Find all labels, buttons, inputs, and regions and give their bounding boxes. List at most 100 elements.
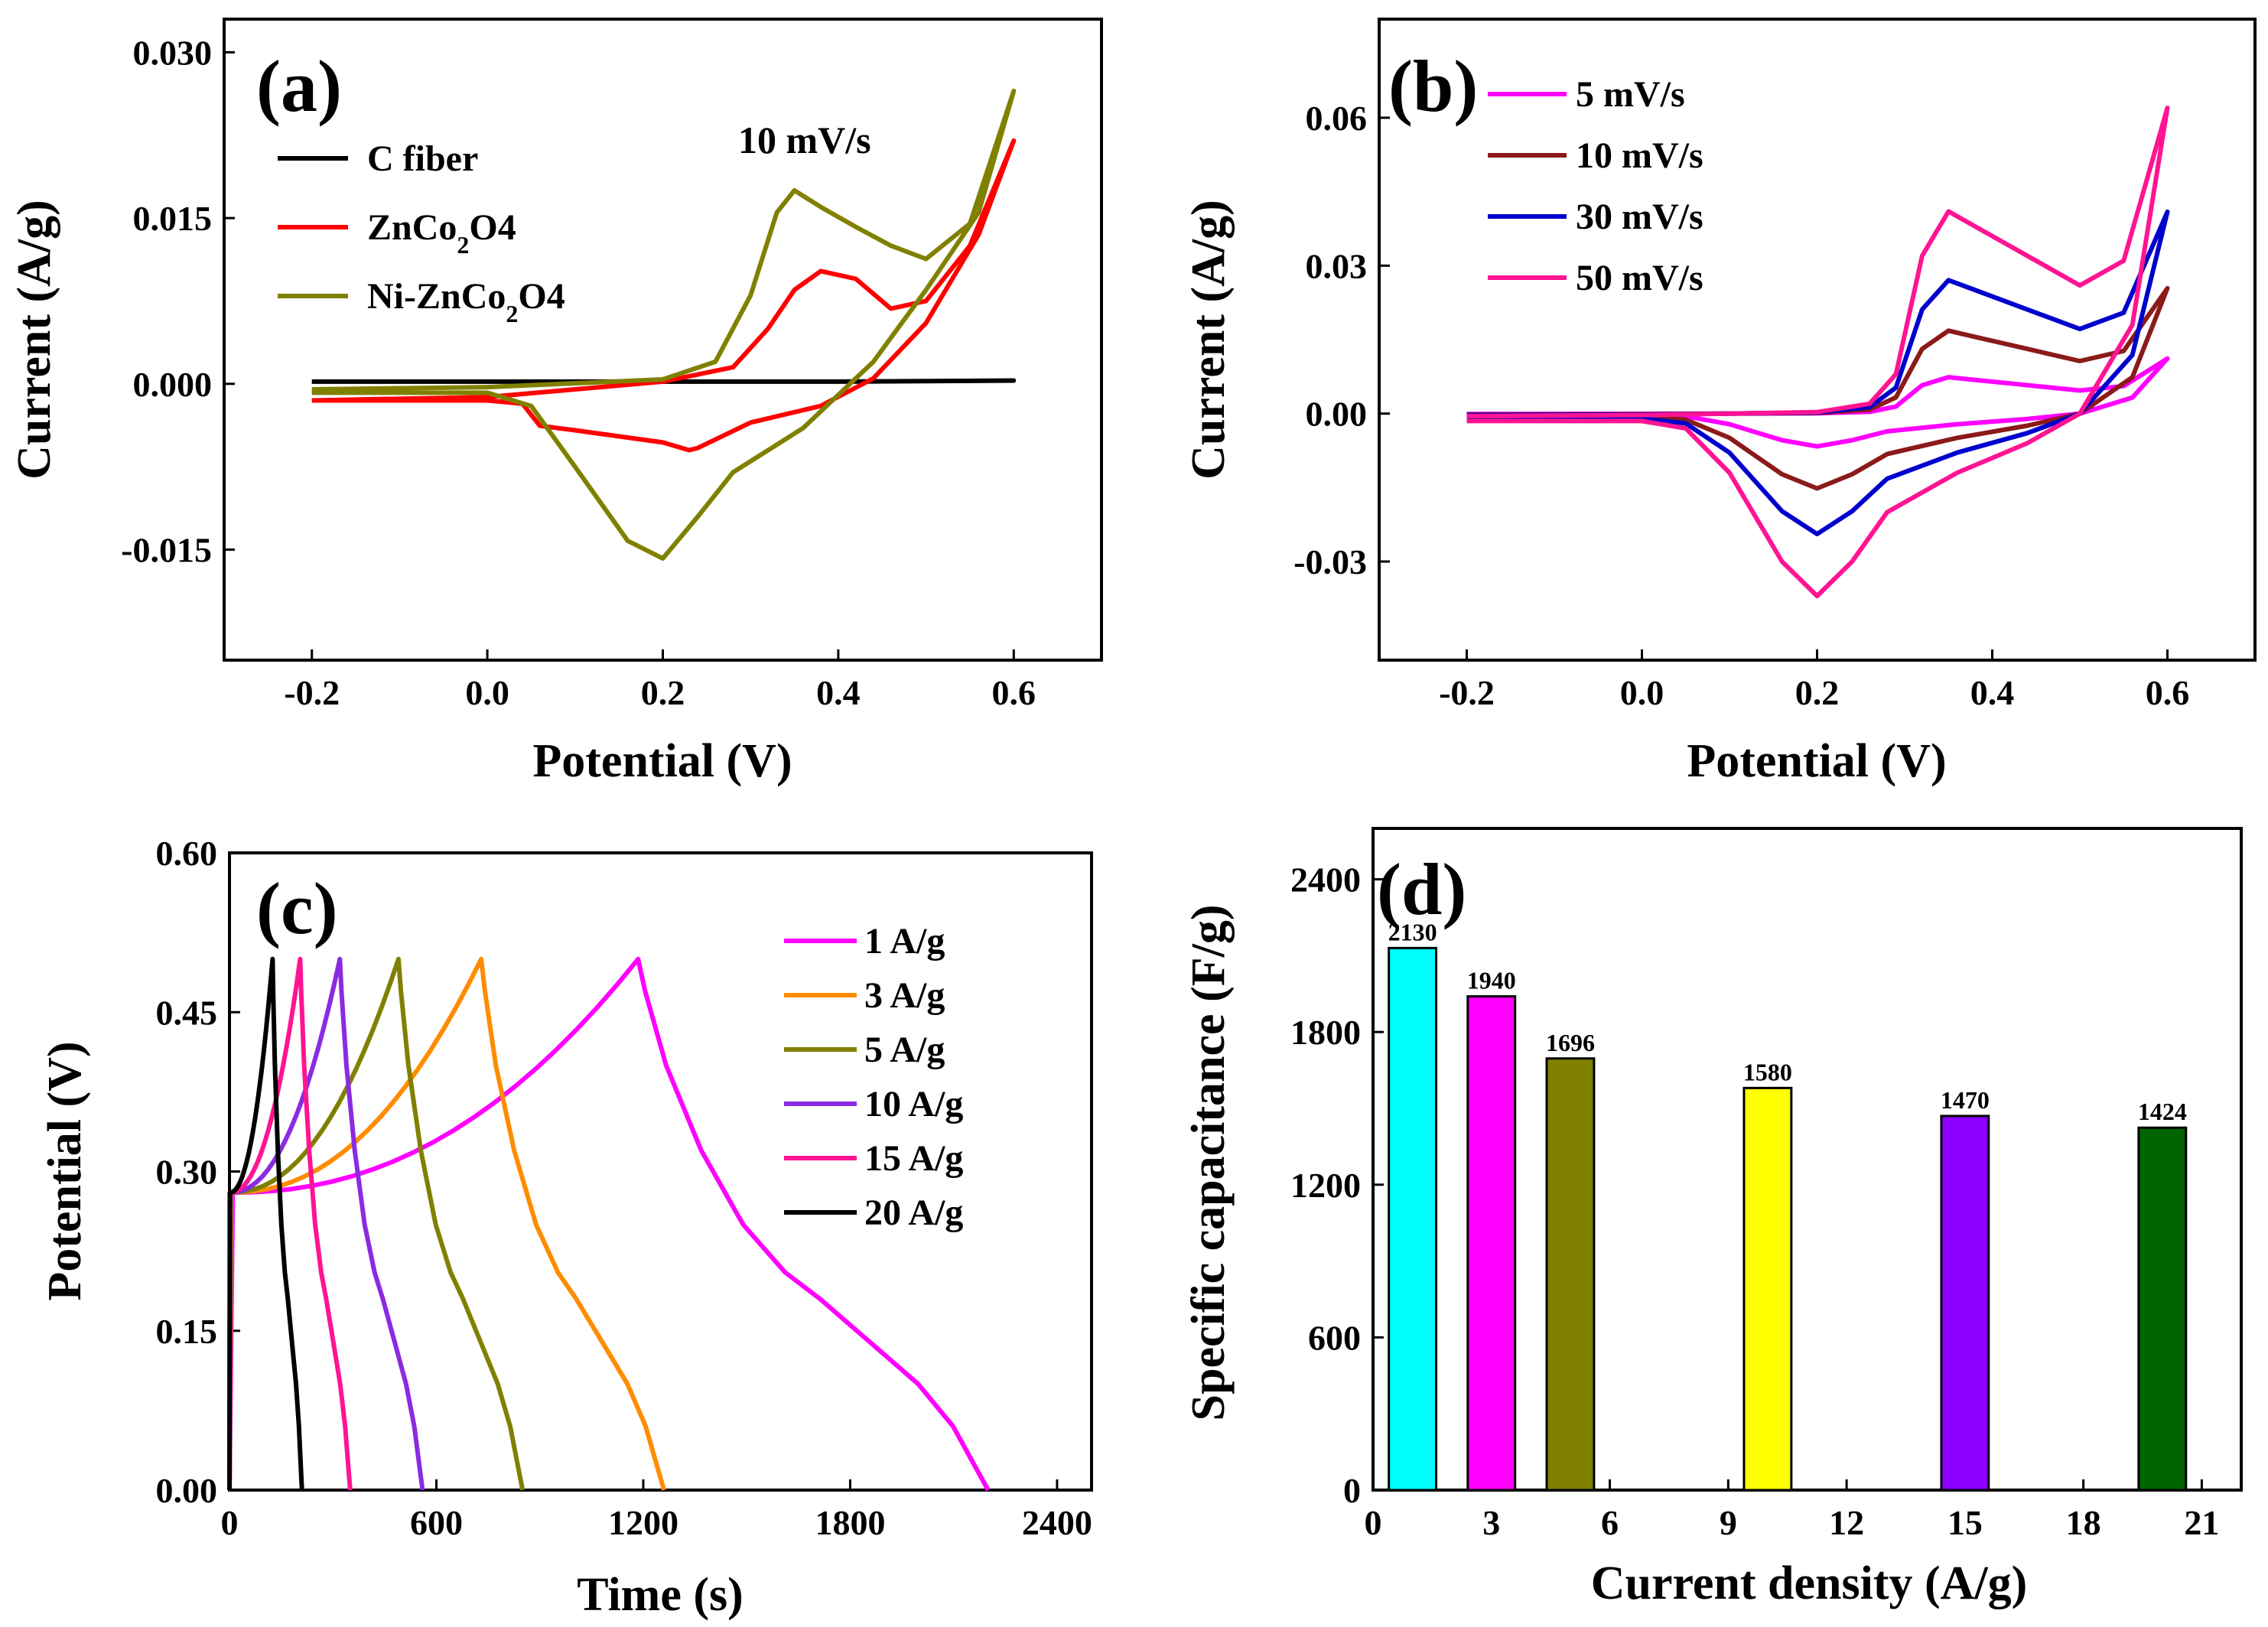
panel-a-ticks: -0.2 0.0 0.2 0.4 0.6 -0.015 0.000 0.015 0.030 (121, 33, 1036, 712)
panel-b-label: (b) (1388, 45, 1478, 127)
legend-label: 10 mV/s (1576, 135, 1703, 176)
series-line-znco2o4 (311, 138, 1017, 453)
x-tick-label: 21 (2184, 1503, 2219, 1542)
x-tick-label: 0.6 (992, 673, 1036, 712)
x-tick-label: 9 (1720, 1503, 1737, 1542)
x-tick-label: 2400 (1022, 1503, 1092, 1542)
y-tick-label: 1200 (1290, 1166, 1361, 1205)
panel-d-ylabel: Specific capacitance (F/g) (1183, 905, 1235, 1421)
legend-label: 15 A/g (864, 1138, 963, 1179)
bar (2137, 1126, 2188, 1492)
x-tick-label: 15 (1947, 1503, 1983, 1542)
legend-label: 3 A/g (864, 975, 945, 1016)
y-tick-label: 0.00 (156, 1471, 218, 1510)
panel-a-annotation: 10 mV/s (738, 119, 871, 161)
bar (1940, 1114, 1990, 1492)
x-tick-label: 12 (1829, 1503, 1864, 1542)
x-tick-label: 0.4 (1970, 673, 2015, 712)
x-tick-label: 600 (410, 1503, 463, 1542)
series-line (227, 956, 991, 1492)
panel-a: -0.2 0.0 0.2 0.4 0.6 -0.015 0.000 0.015 0.030 (a… (8, 18, 1103, 787)
legend-label: 50 mV/s (1576, 258, 1703, 298)
bar (1742, 1086, 1793, 1492)
x-tick-label: 0.4 (816, 673, 861, 712)
series-line (227, 956, 526, 1491)
panel-d-bars: 2130 1940 1696 1580 1470 1424 (1388, 918, 2188, 1492)
bar-data-label: 1470 (1941, 1086, 1990, 1114)
x-tick-label: -0.2 (284, 673, 340, 712)
panel-c-ylabel: Potential (V) (39, 1041, 91, 1300)
legend-label: C fiber (367, 138, 478, 179)
series-line (227, 956, 666, 1491)
y-tick-label: 0.00 (1306, 395, 1368, 434)
panel-c-label: (c) (256, 867, 338, 949)
bar-data-label: 1940 (1467, 967, 1516, 994)
legend-label: Ni-ZnCo2O4 (367, 276, 565, 327)
panel-b: -0.2 0.0 0.2 0.4 0.6 -0.03 0.00 0.03 0.06 (b) 5 … (1183, 18, 2257, 787)
x-tick-label: 0.0 (465, 673, 509, 712)
bar (1388, 946, 1438, 1492)
y-tick-label: 0.030 (133, 33, 213, 72)
panel-c-xlabel: Time (s) (577, 1569, 744, 1621)
bar (1545, 1057, 1596, 1492)
series-line-c-fiber (311, 378, 1017, 384)
y-tick-label: 0.06 (1306, 99, 1368, 138)
series-line (1466, 209, 2170, 537)
panel-a-ylabel: Current (A/g) (8, 200, 60, 480)
panel-c-series (227, 956, 991, 1492)
y-tick-label: 600 (1308, 1318, 1361, 1357)
y-tick-label: 0.015 (133, 199, 213, 238)
y-tick-label: 0.03 (1306, 246, 1368, 285)
y-tick-label: 0.30 (156, 1153, 218, 1192)
x-tick-label: -0.2 (1439, 673, 1495, 712)
panel-c-ticks: 0 600 1200 1800 2400 0.00 0.15 0.30 0.45 0.60 (156, 834, 1092, 1542)
panel-d-ticks: 0 3 6 9 12 15 18 21 0 600 1200 1800 2400 (1290, 861, 2219, 1542)
panel-c: 0 600 1200 1800 2400 0.00 0.15 0.30 0.45 0.60 (c)… (39, 834, 1093, 1621)
legend-label: 1 A/g (864, 921, 945, 962)
bar (1466, 995, 1517, 1492)
panel-a-frame (223, 18, 1103, 662)
panel-c-legend: 1 A/g 3 A/g 5 A/g 10 A/g 15 A/g 20 A/g (784, 921, 963, 1233)
bar-data-label: 2130 (1388, 918, 1437, 945)
y-tick-label: 0.45 (156, 993, 218, 1032)
legend-label: 5 A/g (864, 1030, 945, 1070)
panel-a-label: (a) (256, 45, 342, 127)
panel-a-xlabel: Potential (V) (532, 735, 792, 787)
series-line (1466, 285, 2170, 491)
series-line (227, 956, 353, 1491)
legend-label: 20 A/g (864, 1193, 963, 1233)
x-tick-label: 0.6 (2146, 673, 2190, 712)
y-tick-label: -0.03 (1293, 542, 1367, 581)
panel-b-series (1466, 106, 2170, 599)
panel-a-legend: C fiber ZnCo2O4 Ni-ZnCo2O4 (278, 138, 565, 327)
x-tick-label: 0.2 (641, 673, 685, 712)
series-line-ni-znco2o4 (311, 88, 1017, 561)
series-line (1466, 356, 2170, 449)
y-tick-label: 0.60 (156, 834, 218, 873)
legend-label: 10 A/g (864, 1084, 963, 1124)
legend-label: 5 mV/s (1576, 74, 1685, 115)
x-tick-label: 0 (1365, 1503, 1382, 1542)
bar-data-label: 1696 (1546, 1029, 1595, 1056)
panel-b-xlabel: Potential (V) (1687, 735, 1946, 787)
x-tick-label: 6 (1601, 1503, 1619, 1542)
y-tick-label: 1800 (1290, 1013, 1361, 1052)
panel-d-frame (1372, 827, 2243, 1492)
y-tick-label: -0.015 (121, 531, 212, 570)
x-tick-label: 3 (1482, 1503, 1500, 1542)
panel-d: 0 3 6 9 12 15 18 21 0 600 1200 1800 2400 2130 1940 169… (1183, 827, 2243, 1609)
bar-data-label: 1424 (2138, 1098, 2187, 1125)
series-line (227, 956, 304, 1491)
panel-a-series (311, 88, 1017, 561)
y-tick-label: 0.000 (133, 365, 213, 404)
x-tick-label: 18 (2066, 1503, 2101, 1542)
panel-d-label: (d) (1377, 848, 1466, 930)
bar-data-label: 1580 (1743, 1058, 1792, 1085)
x-tick-label: 0.2 (1795, 673, 1840, 712)
x-tick-label: 0.0 (1620, 673, 1664, 712)
y-tick-label: 2400 (1290, 861, 1361, 900)
series-line (1466, 106, 2170, 599)
y-tick-label: 0.15 (156, 1312, 218, 1351)
x-tick-label: 1200 (608, 1503, 678, 1542)
